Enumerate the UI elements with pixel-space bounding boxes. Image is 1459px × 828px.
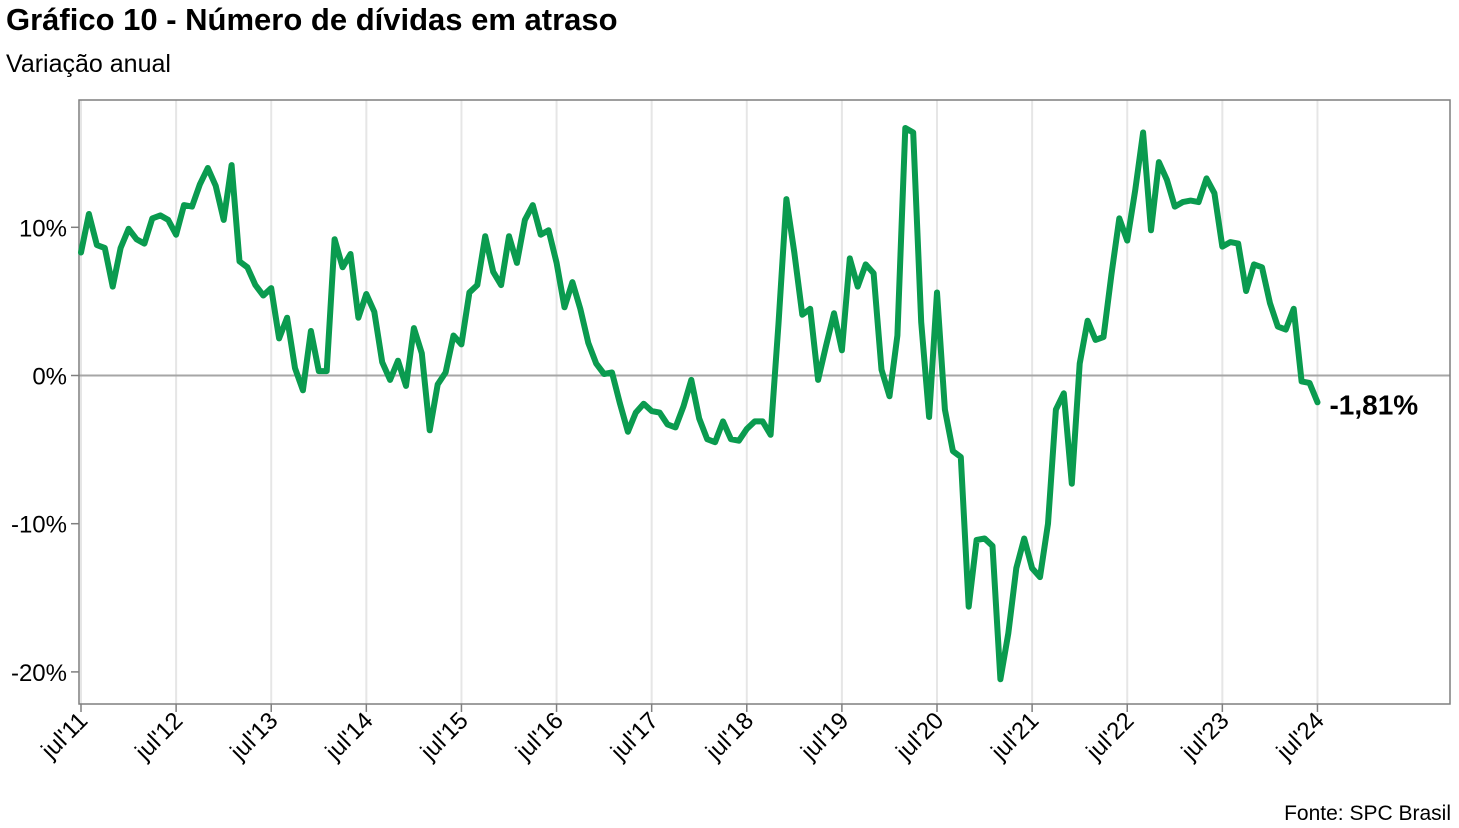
- x-tick-label: jul'11: [36, 707, 94, 765]
- x-tick-label: jul'19: [795, 707, 854, 766]
- x-tick-label: jul'22: [1081, 707, 1140, 766]
- x-tick-label: jul'20: [890, 707, 949, 766]
- source-note: Fonte: SPC Brasil: [1284, 802, 1451, 825]
- y-tick-label: 0%: [32, 364, 67, 391]
- x-tick-label: jul'12: [129, 707, 188, 766]
- x-tick-label: jul'13: [225, 707, 284, 766]
- x-tick-label: jul'15: [415, 707, 474, 766]
- last-value-label: -1,81%: [1329, 389, 1418, 420]
- x-tick-label: jul'14: [320, 707, 379, 766]
- x-tick-label: jul'23: [1176, 707, 1235, 766]
- y-tick-label: 10%: [19, 215, 67, 242]
- series-line: [78, 125, 1321, 683]
- y-tick-label: -20%: [11, 660, 67, 687]
- plot-frame: [78, 99, 1451, 705]
- x-tick-label: jul'18: [700, 707, 759, 766]
- y-axis: 10% 0% -10% -20%: [11, 215, 79, 687]
- x-tick-label: jul'21: [985, 707, 1044, 766]
- x-tick-label: jul'16: [510, 707, 569, 766]
- chart-title: Gráfico 10 - Número de dívidas em atraso: [6, 2, 618, 37]
- y-tick-label: -10%: [11, 512, 67, 539]
- x-axis: jul'11 jul'12 jul'13 jul'14 jul'15 jul'16 jul'…: [36, 704, 1330, 766]
- x-tick-label: jul'17: [605, 707, 664, 766]
- vertical-grid: [80, 100, 1319, 704]
- x-tick-label: jul'24: [1271, 707, 1330, 766]
- chart-subtitle: Variação anual: [6, 50, 171, 78]
